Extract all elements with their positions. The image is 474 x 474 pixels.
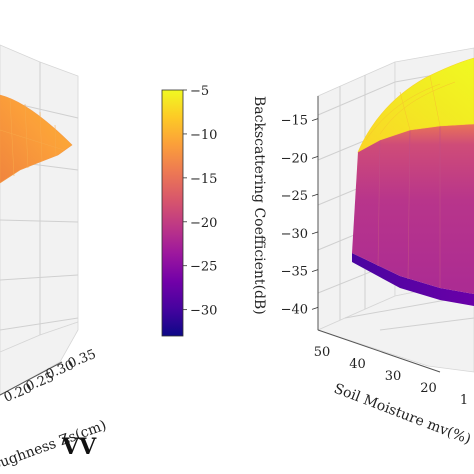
- right-surface-underside: [352, 253, 474, 306]
- colorbar-bar: [161, 89, 184, 337]
- right-z-tick-mark: [311, 269, 319, 272]
- right-x-axis-line: [317, 329, 441, 373]
- right-face-mesh: [377, 126, 441, 288]
- colorbar-tick-label: −10: [190, 128, 217, 143]
- right-x-ticks: 50 40 30 20 1: [314, 345, 468, 408]
- left-surface: [0, 94, 73, 184]
- left-back-pane: [0, 44, 79, 353]
- right-z-tick-mark: [311, 193, 319, 197]
- right-surface-top: [357, 57, 474, 153]
- right-z-tick-label: −40: [281, 302, 308, 317]
- right-floor-pane: [316, 279, 474, 373]
- right-z-tick-mark: [311, 118, 319, 122]
- left-surface-mesh: [0, 97, 65, 177]
- left-surface-plot: 0.200.250.300.35 oughness Zs(cm): [0, 44, 109, 474]
- right-z-tick-mark: [311, 231, 319, 235]
- colorbar-tick-label: −15: [190, 172, 217, 187]
- colorbar: −5 −10 −15 −20 −25 −30 Backscattering Coeffic…: [161, 84, 267, 337]
- right-surface-front-face: [352, 124, 474, 294]
- right-z-ticks: −15 −20 −25 −30 −35 −40: [281, 114, 319, 317]
- left-x-axis-line: [0, 361, 63, 396]
- colorbar-tick-label: −30: [190, 304, 217, 319]
- colorbar-tick-label: −5: [190, 84, 209, 99]
- colorbar-tick-label: −25: [190, 260, 217, 275]
- colorbar-ticks: −5 −10 −15 −20 −25 −30: [183, 84, 217, 319]
- right-x-tick-label: 50: [314, 345, 331, 360]
- right-x-tick-label: 30: [385, 369, 402, 384]
- right-x-tick-label: 40: [349, 357, 366, 372]
- right-x-tick-label: 1: [460, 393, 468, 408]
- right-z-tick-label: −35: [281, 265, 308, 280]
- left-gridlines: [0, 62, 79, 335]
- right-x-axis-label: Soil Moisture mv(%): [332, 381, 473, 448]
- left-x-tick-label: 0.35: [66, 347, 98, 372]
- right-z-tick-label: −15: [281, 114, 308, 129]
- right-z-tick-mark: [311, 306, 319, 310]
- right-z-tick-label: −30: [281, 227, 308, 242]
- right-z-tick-label: −25: [281, 189, 308, 204]
- colorbar-tick-label: −20: [190, 216, 217, 231]
- polarization-label: VV: [61, 434, 97, 460]
- right-top-mesh: [365, 75, 456, 141]
- right-z-tick-label: −20: [281, 151, 308, 166]
- right-x-tick-label: 20: [420, 381, 437, 396]
- colorbar-label: Backscattering Coefficient(dB): [251, 96, 267, 315]
- right-surface-plot: −15 −20 −25 −30 −35 −40 50 40 30 20 1 Soil Moistu…: [281, 47, 474, 448]
- right-z-tick-mark: [311, 156, 319, 159]
